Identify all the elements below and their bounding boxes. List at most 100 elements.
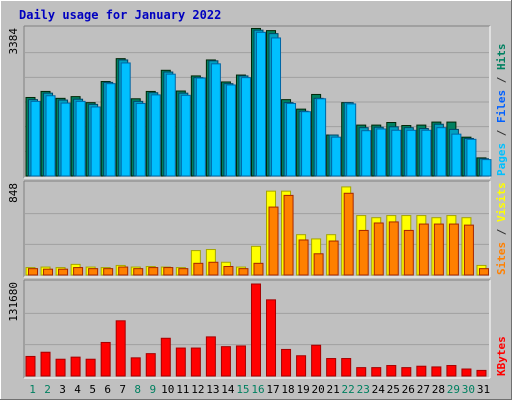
x-tick-label: 22 bbox=[342, 383, 355, 396]
bar-kbytes-day-29 bbox=[446, 365, 457, 377]
bar-sites-day-19 bbox=[298, 239, 309, 276]
x-tick-label: 12 bbox=[191, 383, 204, 396]
bar-pages-day-8 bbox=[135, 103, 146, 177]
bar-pages-day-23 bbox=[361, 130, 372, 177]
bar-pages-day-2 bbox=[45, 95, 56, 177]
x-tick-label: 30 bbox=[462, 383, 475, 396]
x-tick-label: 25 bbox=[387, 383, 400, 396]
legend-item: / bbox=[495, 70, 508, 90]
x-tick-label: 13 bbox=[206, 383, 219, 396]
bar-kbytes-day-16 bbox=[250, 283, 261, 377]
bar-pages-day-10 bbox=[165, 73, 176, 177]
legend-item: / bbox=[495, 123, 508, 143]
bar-kbytes-day-11 bbox=[175, 347, 186, 377]
bar-sites-day-15 bbox=[238, 268, 249, 276]
x-tick-label: 24 bbox=[372, 383, 386, 396]
bar-pages-day-24 bbox=[376, 128, 387, 177]
bar-sites-day-11 bbox=[178, 268, 189, 276]
bar-pages-day-9 bbox=[150, 94, 161, 177]
bar-kbytes-day-9 bbox=[145, 353, 156, 377]
x-tick-label: 3 bbox=[59, 383, 66, 396]
x-tick-label: 14 bbox=[221, 383, 235, 396]
bar-sites-day-6 bbox=[103, 268, 114, 276]
bar-pages-day-29 bbox=[451, 133, 462, 177]
bar-pages-day-3 bbox=[60, 102, 71, 177]
bar-sites-day-20 bbox=[313, 253, 324, 276]
bar-kbytes-day-5 bbox=[85, 358, 96, 377]
bar-sites-day-3 bbox=[58, 268, 69, 276]
legend-item: Pages bbox=[495, 143, 508, 176]
x-tick-label: 6 bbox=[104, 383, 111, 396]
x-tick-label: 11 bbox=[176, 383, 189, 396]
bar-kbytes-day-28 bbox=[431, 366, 442, 377]
bar-sites-day-10 bbox=[163, 267, 174, 276]
bar-sites-day-21 bbox=[328, 240, 339, 276]
bar-sites-day-12 bbox=[193, 262, 204, 276]
bar-sites-day-26 bbox=[403, 229, 414, 276]
legend-item: / bbox=[495, 222, 508, 242]
x-tick-label: 5 bbox=[89, 383, 96, 396]
bar-kbytes-day-26 bbox=[401, 367, 412, 377]
bar-kbytes-day-31 bbox=[476, 369, 487, 377]
bar-sites-day-5 bbox=[88, 268, 99, 276]
bar-kbytes-day-20 bbox=[311, 344, 322, 377]
y-max-label: 3384 bbox=[7, 28, 20, 55]
x-tick-label: 15 bbox=[236, 383, 249, 396]
bar-sites-day-16 bbox=[253, 262, 264, 276]
bar-sites-day-4 bbox=[73, 267, 84, 276]
bar-kbytes-day-17 bbox=[266, 299, 277, 377]
bar-pages-day-20 bbox=[316, 98, 327, 177]
legend-item: Hits bbox=[495, 44, 508, 71]
bar-pages-day-14 bbox=[225, 84, 236, 177]
bar-sites-day-30 bbox=[463, 224, 474, 276]
x-tick-label: 19 bbox=[296, 383, 309, 396]
bar-sites-day-1 bbox=[28, 268, 38, 276]
bar-kbytes-day-12 bbox=[190, 347, 201, 377]
bar-kbytes-day-23 bbox=[356, 367, 367, 377]
x-tick-label: 28 bbox=[432, 383, 445, 396]
x-tick-label: 17 bbox=[266, 383, 279, 396]
bar-kbytes-day-13 bbox=[205, 336, 216, 377]
bar-pages-day-7 bbox=[120, 62, 131, 177]
x-tick-label: 8 bbox=[134, 383, 141, 396]
bar-kbytes-day-2 bbox=[40, 351, 51, 377]
bar-sites-day-31 bbox=[478, 268, 489, 276]
chart-panels: 3384 Pages / Files / Hits 848 Sites / Visit… bbox=[7, 25, 508, 379]
panel-3: 131680 KBytes bbox=[7, 279, 508, 379]
bar-sites-day-23 bbox=[358, 229, 369, 276]
bar-kbytes-day-21 bbox=[326, 358, 337, 377]
x-tick-label: 29 bbox=[447, 383, 460, 396]
bar-sites-day-14 bbox=[223, 266, 234, 276]
x-tick-label: 27 bbox=[417, 383, 430, 396]
x-tick-label: 16 bbox=[251, 383, 264, 396]
x-axis-ticks: 1 2 3 4 5 6 7 8 9 10 11 12 13 14 15 16 17 18 19 20 21 22 23 24 2… bbox=[29, 383, 490, 396]
bar-kbytes-day-18 bbox=[281, 348, 292, 377]
x-tick-label: 23 bbox=[357, 383, 370, 396]
bar-kbytes-day-7 bbox=[115, 320, 126, 377]
bar-kbytes-day-24 bbox=[371, 367, 382, 377]
panel-2: 848 Sites / Visits bbox=[7, 180, 508, 278]
bar-sites-day-17 bbox=[268, 206, 279, 276]
bar-pages-day-22 bbox=[346, 103, 357, 177]
legend-item: Sites bbox=[495, 242, 508, 275]
y-max-label: 848 bbox=[7, 183, 20, 203]
x-tick-label: 20 bbox=[311, 383, 324, 396]
series-legend: KBytes bbox=[495, 336, 508, 376]
x-tick-label: 2 bbox=[44, 383, 51, 396]
bar-sites-day-8 bbox=[133, 268, 144, 276]
bar-kbytes-day-4 bbox=[70, 356, 81, 377]
series-legend: Sites / Visits bbox=[495, 182, 508, 275]
bar-pages-day-30 bbox=[466, 138, 477, 177]
bar-pages-day-11 bbox=[180, 94, 191, 177]
bar-pages-day-28 bbox=[436, 127, 447, 177]
x-tick-label: 21 bbox=[327, 383, 340, 396]
bar-pages-day-17 bbox=[271, 37, 282, 177]
bar-sites-day-28 bbox=[433, 223, 444, 276]
x-tick-label: 7 bbox=[119, 383, 126, 396]
bar-pages-day-25 bbox=[391, 129, 402, 177]
bar-pages-day-12 bbox=[195, 77, 206, 177]
bar-pages-day-1 bbox=[30, 100, 41, 177]
bar-pages-day-15 bbox=[240, 77, 251, 177]
x-tick-label: 10 bbox=[161, 383, 174, 396]
bar-kbytes-day-27 bbox=[416, 365, 427, 377]
